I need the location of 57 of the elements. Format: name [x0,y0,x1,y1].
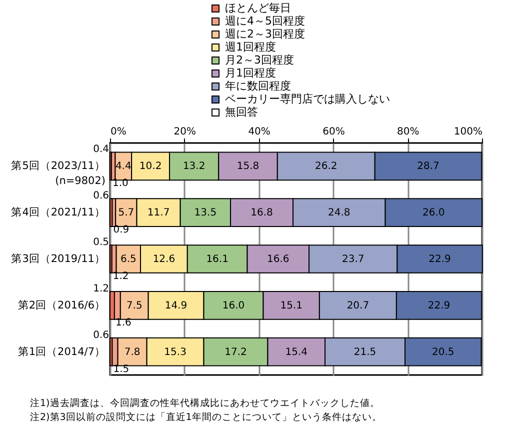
data-label: 7.8 [124,346,140,358]
x-tick-label: 40% [248,126,270,138]
data-label: 16.6 [267,254,290,265]
data-label: 22.9 [428,300,450,312]
data-label: 4.4 [115,161,132,172]
data-label: 20.5 [432,346,454,358]
legend-label: 週に4～5回程度 [225,14,305,28]
data-label: 10.2 [139,161,162,172]
data-label: 15.8 [236,161,260,172]
data-label: 15.3 [164,346,186,358]
data-label: 21.5 [354,346,376,358]
data-label: 26.2 [315,161,338,172]
legend-label: 年に数回程度 [225,80,291,92]
y-tick-label: 第5回（2023/11） (n=9802) [11,160,106,188]
data-label: 15.1 [280,300,302,312]
legend-label: 週1回程度 [225,40,276,54]
text: 注1)過去調査は、今回調査の性年代構成比にあわせてウエイトバックした値。 [30,397,381,411]
x-tick-label: 60% [322,126,345,138]
y-tick-label: 第1回（2014/7） [18,346,106,358]
data-label: 13.5 [194,208,217,219]
data-label: 6.5 [120,254,136,265]
data-label: 22.9 [428,254,451,265]
legend-label: ほとんど毎日 [225,2,291,14]
data-label: 12.6 [152,254,176,265]
legend-label: 無回答 [225,106,258,118]
text: 注2)第3回以前の設問文には「直近1年間のことについて」という条件はない。 [30,411,383,425]
data-label: 13.2 [182,161,206,172]
data-label: 14.9 [164,300,188,312]
data-label: 0.6 [93,330,109,341]
data-label: 7.5 [126,300,142,312]
data-label: 0.4 [93,144,109,156]
legend-label: 月1回程度 [225,66,276,80]
data-label: 24.8 [328,208,350,219]
data-label: 0.5 [93,237,109,248]
data-label: 11.7 [147,208,170,219]
legend-label: ベーカリー専門店では購入しない [225,92,390,106]
x-tick-label: 20% [174,126,196,138]
y-tick-label: 第2回（2016/6） [18,299,106,312]
data-label: 28.7 [417,161,440,172]
data-label: 16.1 [206,254,228,265]
y-tick-label: 第4回（2021/11） [11,206,106,219]
data-label: 23.7 [342,254,364,265]
data-label: 20.7 [346,300,370,312]
data-label: 1.2 [93,283,109,294]
data-label: 15.4 [285,346,308,358]
data-label: 16.8 [250,208,273,219]
x-tick-label: 80% [396,126,420,138]
legend-label: 週に2～3回程度 [225,28,305,40]
data-label: 26.0 [422,208,445,219]
data-label: 17.2 [224,346,247,358]
data-label: 0.6 [93,190,109,202]
data-label: 5.7 [118,208,134,219]
data-label: 16.0 [222,300,245,312]
legend-label: 月2～3回程度 [225,54,294,66]
x-tick-label: 100% [454,126,482,138]
x-tick-label: 0% [110,126,126,138]
y-tick-label: 第3回（2019/11） [11,253,106,265]
